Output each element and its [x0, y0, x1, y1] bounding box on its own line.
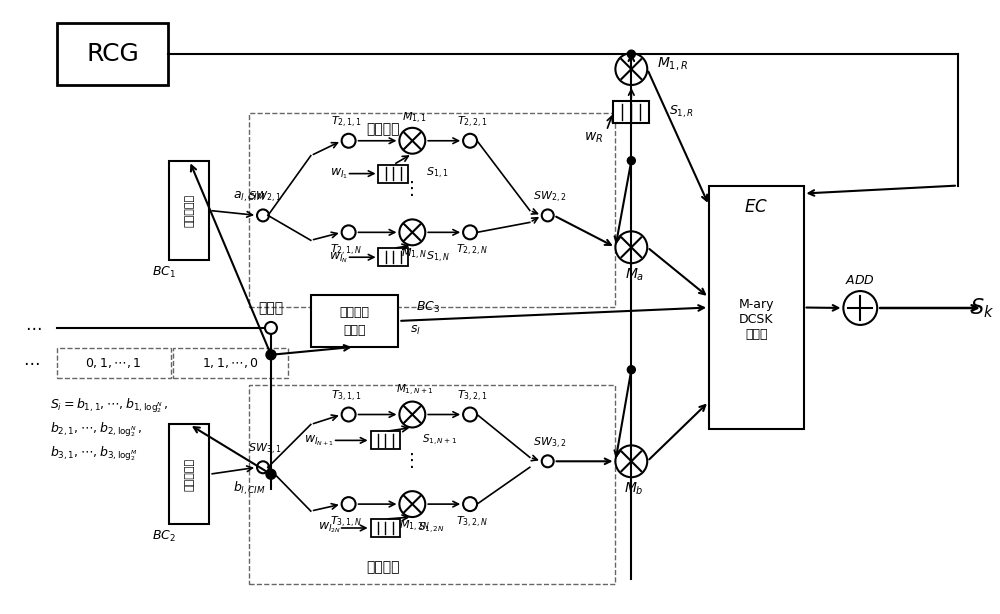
Circle shape	[342, 408, 356, 421]
Text: $M_{1,N+1}$: $M_{1,N+1}$	[396, 383, 433, 398]
Circle shape	[627, 366, 635, 374]
Circle shape	[463, 225, 477, 239]
Circle shape	[257, 461, 269, 473]
Text: $S_{1,N+1}$: $S_{1,N+1}$	[422, 433, 458, 448]
Text: $\cdots$: $\cdots$	[25, 319, 42, 336]
Text: $BC_3$: $BC_3$	[416, 300, 440, 314]
Text: $T_{2,1,N}$: $T_{2,1,N}$	[330, 243, 363, 258]
Text: $S_{1,R}$: $S_{1,R}$	[669, 104, 694, 120]
Text: 第二支路: 第二支路	[367, 560, 400, 574]
Circle shape	[399, 219, 425, 245]
Circle shape	[615, 231, 647, 263]
Bar	[169, 424, 209, 524]
Text: $M_{1,N}$: $M_{1,N}$	[401, 247, 427, 262]
Circle shape	[266, 350, 276, 360]
Bar	[249, 113, 615, 307]
Text: $T_{3,1,N}$: $T_{3,1,N}$	[330, 515, 363, 529]
Bar	[371, 519, 400, 537]
Text: 比特符号: 比特符号	[340, 306, 370, 319]
Bar	[709, 185, 804, 429]
Text: $M_{1,R}$: $M_{1,R}$	[657, 55, 688, 72]
Circle shape	[843, 291, 877, 325]
Text: $ADD$: $ADD$	[845, 274, 875, 287]
Text: $SW_{3,1}$: $SW_{3,1}$	[248, 442, 282, 457]
Text: $\cdots$: $\cdots$	[23, 354, 40, 371]
Text: $S_{1,N}$: $S_{1,N}$	[426, 250, 450, 265]
Text: $w_{I_1}$: $w_{I_1}$	[330, 166, 349, 181]
Text: $M_{1,1}$: $M_{1,1}$	[402, 111, 427, 126]
Circle shape	[399, 402, 425, 427]
Text: 第一支路: 第一支路	[367, 122, 400, 136]
Circle shape	[342, 497, 356, 511]
Bar	[57, 23, 168, 85]
Text: $w_{I_{N+1}}$: $w_{I_{N+1}}$	[304, 433, 335, 448]
Text: $T_{3,2,N}$: $T_{3,2,N}$	[456, 515, 488, 529]
Text: $w_{I_{2N}}$: $w_{I_{2N}}$	[318, 521, 341, 535]
Circle shape	[342, 134, 356, 148]
Bar	[613, 101, 649, 123]
Circle shape	[265, 322, 277, 334]
Text: $S_{1,1}$: $S_{1,1}$	[426, 166, 449, 181]
Text: $EC$: $EC$	[744, 199, 768, 216]
Text: M-ary
DCSK
编码器: M-ary DCSK 编码器	[739, 298, 774, 341]
Text: $BC_2$: $BC_2$	[152, 529, 175, 543]
Circle shape	[463, 408, 477, 421]
Circle shape	[266, 469, 276, 479]
Text: $T_{2,2,1}$: $T_{2,2,1}$	[457, 115, 488, 130]
Text: $M_b$: $M_b$	[624, 481, 644, 497]
Bar	[371, 432, 400, 449]
Text: $T_{2,1,1}$: $T_{2,1,1}$	[331, 115, 362, 130]
Circle shape	[615, 445, 647, 477]
Circle shape	[615, 53, 647, 85]
Bar	[378, 248, 408, 266]
Text: 比特转换器: 比特转换器	[184, 457, 194, 491]
Circle shape	[399, 491, 425, 517]
Text: $b_{2,1},\cdots,b_{2,\log_2^N},$: $b_{2,1},\cdots,b_{2,\log_2^N},$	[50, 420, 142, 439]
Text: 转换器: 转换器	[343, 324, 366, 337]
Text: $SW_{2,2}$: $SW_{2,2}$	[533, 190, 566, 205]
Bar	[57, 348, 171, 378]
Text: $b_{l,CIM}$: $b_{l,CIM}$	[233, 480, 265, 497]
Circle shape	[627, 157, 635, 165]
Text: $BC_1$: $BC_1$	[152, 265, 176, 280]
Circle shape	[542, 209, 554, 222]
Text: 比特转换器: 比特转换器	[184, 194, 194, 227]
Text: $T_{3,1,1}$: $T_{3,1,1}$	[331, 389, 362, 404]
Text: $\boldsymbol{S_k}$: $\boldsymbol{S_k}$	[970, 296, 994, 320]
Text: $b_{3,1},\cdots,b_{3,\log_2^M}$: $b_{3,1},\cdots,b_{3,\log_2^M}$	[50, 444, 138, 462]
Text: $SW_{2,1}$: $SW_{2,1}$	[248, 190, 282, 205]
Text: ⋮: ⋮	[403, 453, 421, 470]
Text: $a_{l,CIM}$: $a_{l,CIM}$	[233, 189, 265, 204]
Circle shape	[463, 134, 477, 148]
Text: $w_R$: $w_R$	[584, 131, 603, 145]
Text: $S_i=b_{1,1},\cdots,b_{1,\log_2^N},$: $S_i=b_{1,1},\cdots,b_{1,\log_2^N},$	[50, 396, 168, 415]
Circle shape	[463, 497, 477, 511]
Text: $1,1,\cdots,0$: $1,1,\cdots,0$	[202, 356, 259, 370]
Text: $M_a$: $M_a$	[625, 267, 644, 283]
Text: 比特流: 比特流	[258, 301, 284, 315]
Text: $s_l$: $s_l$	[410, 324, 421, 338]
Circle shape	[542, 456, 554, 467]
Bar	[173, 348, 288, 378]
Text: ⋮: ⋮	[403, 179, 421, 198]
Circle shape	[257, 209, 269, 222]
Text: $T_{2,2,N}$: $T_{2,2,N}$	[456, 243, 488, 258]
Circle shape	[399, 128, 425, 154]
Bar	[249, 384, 615, 584]
Circle shape	[627, 50, 635, 58]
Bar	[311, 295, 398, 347]
Bar	[378, 165, 408, 182]
Bar	[169, 161, 209, 260]
Text: $T_{3,2,1}$: $T_{3,2,1}$	[457, 389, 488, 404]
Circle shape	[342, 225, 356, 239]
Text: $SW_{3,2}$: $SW_{3,2}$	[533, 436, 566, 451]
Text: $w_{I_N}$: $w_{I_N}$	[329, 250, 349, 265]
Text: $S_{1,2N}$: $S_{1,2N}$	[418, 521, 445, 535]
Text: $0,1,\cdots,1$: $0,1,\cdots,1$	[85, 356, 142, 370]
Text: RCG: RCG	[86, 42, 139, 66]
Text: $M_{1,2N}$: $M_{1,2N}$	[399, 518, 430, 534]
